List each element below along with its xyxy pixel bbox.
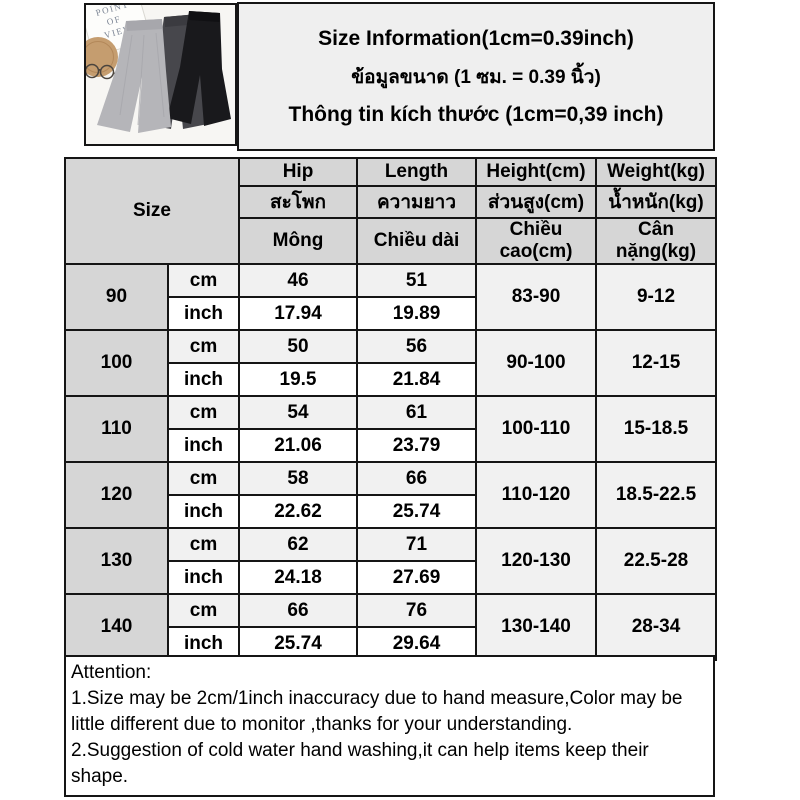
weight-header-vi: Cân nặng(kg) <box>595 217 717 265</box>
pants-black <box>167 11 231 126</box>
title-english: Size Information(1cm=0.39inch) <box>318 26 634 50</box>
height-range: 100-110 <box>475 395 597 463</box>
hip-cm-value: 54 <box>238 395 358 430</box>
attention-note-1: 1.Size may be 2cm/1inch inaccuracy due t… <box>71 688 683 735</box>
length-cm-value: 56 <box>356 329 477 364</box>
size-value: 110 <box>64 395 169 463</box>
weight-header-th: น้ำหนัก(kg) <box>595 185 717 219</box>
size-header: Size <box>64 157 240 265</box>
table-row: inch 19.5 21.84 <box>65 362 716 397</box>
length-inch-value: 25.74 <box>356 494 477 529</box>
length-inch-value: 27.69 <box>356 560 477 595</box>
unit-inch-label: inch <box>167 428 240 463</box>
hip-cm-value: 58 <box>238 461 358 496</box>
product-photo-art: POINT OF VIEW <box>86 5 235 144</box>
unit-cm-label: cm <box>167 395 240 430</box>
title-block: Size Information(1cm=0.39inch) ข้อมูลขนา… <box>237 2 715 151</box>
height-header-en: Height(cm) <box>475 157 597 187</box>
table-row: 120 cm 58 66 110-120 18.5-22.5 <box>64 461 717 529</box>
weight-range: 28-34 <box>595 593 717 661</box>
hip-inch-value: 21.06 <box>238 428 358 463</box>
table-row: 110 cm 54 61 100-110 15-18.5 <box>64 395 717 463</box>
height-range: 130-140 <box>475 593 597 661</box>
hip-header-vi: Mông <box>238 217 358 265</box>
attention-box: Attention: 1.Size may be 2cm/1inch inacc… <box>64 655 715 797</box>
weight-range: 18.5-22.5 <box>595 461 717 529</box>
product-photo: POINT OF VIEW <box>84 3 237 146</box>
size-value: 120 <box>64 461 169 529</box>
length-inch-value: 23.79 <box>356 428 477 463</box>
length-inch-value: 19.89 <box>356 296 477 331</box>
hip-inch-value: 24.18 <box>238 560 358 595</box>
length-header-vi: Chiều dài <box>356 217 477 265</box>
height-header-vi: Chiều cao(cm) <box>475 217 597 265</box>
header-row-english: Size Hip Length Height(cm) Weight(kg) <box>64 157 717 265</box>
height-range: 83-90 <box>475 263 597 331</box>
title-thai: ข้อมูลขนาด (1 ซม. = 0.39 นิ้ว) <box>351 66 601 88</box>
attention-heading: Attention: <box>71 662 152 683</box>
table-row: inch 21.06 23.79 <box>65 428 716 463</box>
length-cm-value: 51 <box>356 263 477 298</box>
table-row: 130 cm 62 71 120-130 22.5-28 <box>64 527 717 595</box>
unit-inch-label: inch <box>167 560 240 595</box>
unit-cm-label: cm <box>167 593 240 628</box>
table-row: inch 22.62 25.74 <box>65 494 716 529</box>
length-cm-value: 61 <box>356 395 477 430</box>
height-range: 110-120 <box>475 461 597 529</box>
length-cm-value: 71 <box>356 527 477 562</box>
length-inch-value: 21.84 <box>356 362 477 397</box>
height-range: 120-130 <box>475 527 597 595</box>
size-value: 130 <box>64 527 169 595</box>
length-cm-value: 66 <box>356 461 477 496</box>
hip-cm-value: 50 <box>238 329 358 364</box>
table-row: 90 cm 46 51 83-90 9-12 <box>64 263 717 331</box>
unit-cm-label: cm <box>167 329 240 364</box>
table-row: inch 17.94 19.89 <box>65 296 716 331</box>
paper-text-line: OF <box>106 14 123 28</box>
weight-range: 9-12 <box>595 263 717 331</box>
size-value: 140 <box>64 593 169 661</box>
unit-cm-label: cm <box>167 527 240 562</box>
weight-range: 12-15 <box>595 329 717 397</box>
attention-note-2: 2.Suggestion of cold water hand washing,… <box>71 740 649 787</box>
hip-inch-value: 19.5 <box>238 362 358 397</box>
size-table: Size Hip Length Height(cm) Weight(kg) สะ… <box>64 157 717 661</box>
hip-cm-value: 62 <box>238 527 358 562</box>
unit-inch-label: inch <box>167 296 240 331</box>
height-header-th: ส่วนสูง(cm) <box>475 185 597 219</box>
header-row-vietnamese: Mông Chiều dài Chiều cao(cm) Cân nặng(kg… <box>65 217 717 265</box>
title-vietnamese: Thông tin kích thước (1cm=0,39 inch) <box>288 102 664 126</box>
hip-header-en: Hip <box>238 157 358 187</box>
weight-range: 15-18.5 <box>595 395 717 463</box>
hip-inch-value: 17.94 <box>238 296 358 331</box>
height-range: 90-100 <box>475 329 597 397</box>
unit-inch-label: inch <box>167 494 240 529</box>
size-value: 90 <box>64 263 169 331</box>
table-row: 100 cm 50 56 90-100 12-15 <box>64 329 717 397</box>
pants-light-gray <box>97 19 171 133</box>
table-row: 140 cm 66 76 130-140 28-34 <box>64 593 717 661</box>
table-row: inch 24.18 27.69 <box>65 560 716 595</box>
size-value: 100 <box>64 329 169 397</box>
weight-header-en: Weight(kg) <box>595 157 717 187</box>
hip-cm-value: 66 <box>238 593 358 628</box>
length-header-th: ความยาว <box>356 185 477 219</box>
unit-inch-label: inch <box>167 362 240 397</box>
unit-cm-label: cm <box>167 461 240 496</box>
weight-range: 22.5-28 <box>595 527 717 595</box>
hip-cm-value: 46 <box>238 263 358 298</box>
length-header-en: Length <box>356 157 477 187</box>
length-cm-value: 76 <box>356 593 477 628</box>
hip-inch-value: 22.62 <box>238 494 358 529</box>
hip-header-th: สะโพก <box>238 185 358 219</box>
unit-cm-label: cm <box>167 263 240 298</box>
header-row-thai: สะโพก ความยาว ส่วนสูง(cm) น้ำหนัก(kg) <box>65 185 717 219</box>
